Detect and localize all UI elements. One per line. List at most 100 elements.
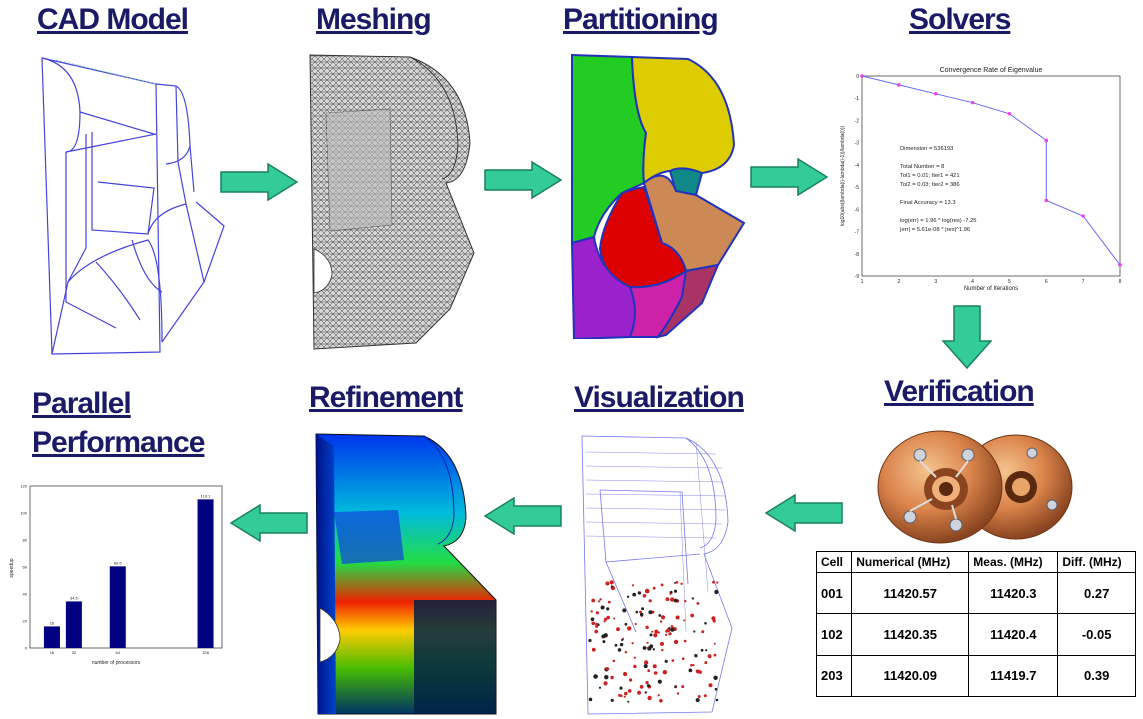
field-vector-dot (657, 694, 660, 697)
bar-category-label: 64 (116, 650, 121, 655)
arrow-verification-to-visualization (764, 493, 843, 537)
table-cell: 11420.35 (851, 613, 970, 656)
field-vector-dot (657, 679, 662, 684)
solver-y-tick-label: -3 (855, 141, 860, 147)
field-vector-dot (643, 664, 648, 669)
field-vector-dot (644, 588, 650, 594)
field-vector-dot (588, 638, 592, 643)
arrow-visualization-to-refinement (483, 496, 562, 540)
field-vector-dot (673, 639, 679, 645)
solver-annotation-tol1: Tol1 = 0.01; Iter1 = 421 (900, 173, 960, 179)
bar-value-label: 34.5 (70, 595, 79, 600)
table-cell: 203 (815, 654, 853, 698)
solver-convergence-plot: Convergence Rate of Eigenvalue 1 2 3 4 5 6 7 8 0… (836, 60, 1136, 300)
field-vector-dot (602, 640, 606, 644)
field-vector-dot (644, 691, 647, 694)
title-verification: Verification (884, 375, 1035, 408)
field-vector-dot (697, 695, 701, 698)
visualization-field-plot (576, 432, 766, 718)
field-vector-dot (591, 647, 596, 652)
field-vector-dot (668, 632, 672, 636)
field-vector-dot (674, 685, 677, 689)
table-cell: 11420.3 (968, 571, 1059, 615)
bar-y-tick-label: 100 (20, 511, 27, 516)
field-vector-dot (670, 627, 675, 632)
field-vector-dot (619, 642, 624, 647)
bar-value-label: 60.5 (114, 560, 123, 565)
arrow-cad-to-meshing (220, 162, 299, 206)
field-vector-dot (675, 581, 679, 584)
field-vector-dot (652, 648, 655, 651)
solver-annotation-fit-abs: |err| = 5.61e-08 * |res|^1.96 (900, 227, 970, 233)
solver-plot-title: Convergence Rate of Eigenvalue (940, 67, 1043, 74)
field-vector-dot (669, 592, 672, 595)
table-cell: 11419.7 (968, 654, 1059, 698)
field-vector-dot (708, 683, 713, 688)
table-cell: 0.39 (1057, 654, 1136, 698)
field-vector-dot (692, 664, 695, 667)
table-cell: 11420.4 (968, 613, 1059, 656)
field-vector-dot (704, 622, 707, 625)
field-vector-dot (639, 610, 642, 614)
block-arrow-icon (220, 162, 299, 202)
field-vector-dot (604, 617, 608, 621)
verification-cavity-discs (856, 425, 1082, 545)
block-arrow-icon (483, 496, 562, 536)
performance-bar (65, 601, 82, 648)
field-vector-dot (713, 642, 716, 645)
field-vector-dot (598, 600, 601, 603)
partition-model (570, 53, 746, 339)
bar-chart-xlabel: number of processors (92, 660, 141, 666)
parallel-performance-chart: 0 20 40 60 80 100 120 16 16 34.5 32 60.5 64 110.1 128… (4, 478, 228, 668)
bar-y-tick-label: 0 (25, 646, 28, 651)
field-vector-dot (653, 633, 658, 638)
arrow-refinement-to-performance (229, 503, 308, 547)
field-vector-dot (610, 585, 613, 588)
table-header-meas: Meas. (MHz) (968, 551, 1059, 573)
field-vector-dot (659, 620, 663, 623)
field-vector-dot (599, 598, 602, 601)
field-vector-dot (642, 594, 647, 598)
solver-y-tick-label: -6 (855, 207, 860, 213)
solver-x-tick-label: 5 (1008, 279, 1011, 285)
verification-table: Cell Numerical (MHz) Meas. (MHz) Diff. (… (815, 551, 1136, 698)
field-vector-dot (627, 700, 630, 703)
solver-data-point (897, 83, 901, 87)
table-row: 102 11420.35 11420.4 -0.05 (815, 613, 1136, 656)
field-vector-dot (660, 641, 664, 646)
field-vector-dot (658, 614, 662, 617)
field-vector-dot (590, 617, 595, 621)
solver-y-tick-label: -7 (855, 230, 860, 236)
block-arrow-icon (484, 160, 563, 200)
field-vector-dot (631, 642, 634, 645)
field-vector-dot (610, 675, 614, 680)
solver-x-tick-label: 2 (897, 279, 900, 285)
table-row: 001 11420.57 11420.3 0.27 (815, 571, 1136, 615)
field-vector-dot (613, 617, 616, 620)
field-vector-dot (621, 638, 624, 642)
bar-y-tick-label: 40 (23, 592, 28, 597)
field-vector-dot (612, 659, 616, 663)
field-vector-dot (651, 630, 654, 633)
field-vector-dot (598, 686, 602, 689)
field-vector-dot (629, 678, 633, 682)
field-vector-dot (593, 674, 598, 679)
field-vector-dot (616, 627, 620, 632)
field-vector-dot (603, 620, 606, 623)
field-vector-dot (647, 669, 651, 673)
arrow-meshing-to-partitioning (484, 160, 563, 204)
field-vector-dot (676, 692, 680, 695)
field-vector-dot (659, 699, 663, 703)
field-vector-dot (626, 595, 630, 598)
bar-value-label: 16 (50, 620, 55, 625)
field-vector-dot (660, 615, 666, 620)
field-vector-dot (648, 599, 652, 603)
field-vector-dot (662, 670, 667, 675)
field-vector-dot (701, 630, 705, 634)
table-cell: 001 (815, 571, 853, 615)
table-header-numerical: Numerical (MHz) (851, 551, 970, 573)
field-vector-dot (603, 681, 608, 686)
mesh-model (306, 53, 476, 353)
solver-data-point (1044, 198, 1049, 203)
solver-plot-frame (861, 75, 1121, 277)
